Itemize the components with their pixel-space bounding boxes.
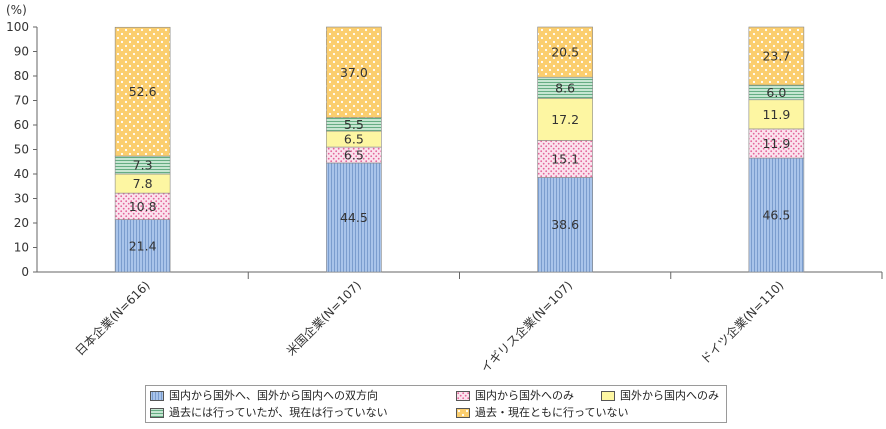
- category-labels-layer: 日本企業(N=616) 米国企業(N=107) イギリス企業(N=107) ドイツ企業…: [72, 278, 787, 376]
- value-label: 15.1: [551, 151, 579, 166]
- bar-segment-never: [326, 26, 382, 118]
- bar-segment-inbound-only: [537, 97, 593, 141]
- bar-segment-outbound-only: [537, 140, 593, 178]
- value-label: 10.8: [129, 199, 157, 214]
- bar-segment-outbound-only: [114, 192, 171, 220]
- unit-label: (%): [6, 3, 27, 17]
- legend-swatch-never: [456, 407, 470, 418]
- category-label: ドイツ企業(N=110): [697, 278, 786, 367]
- y-tick-label: 30: [14, 192, 29, 206]
- value-label: 7.8: [133, 176, 153, 191]
- value-label: 17.2: [551, 112, 579, 127]
- legend-label-never: 過去・現在ともに行っていない: [475, 406, 629, 419]
- y-tick-label: 50: [14, 143, 29, 157]
- value-label: 11.9: [762, 136, 790, 151]
- value-label: 8.6: [555, 80, 575, 95]
- legend-item-never: 過去・現在ともに行っていない: [456, 405, 628, 420]
- bar-segment-outbound-only: [748, 128, 805, 159]
- legend-swatch-inbound-only: [601, 390, 615, 401]
- value-label: 6.0: [766, 85, 786, 100]
- legend-item-bidirectional: 国内から国外へ、国外から国内への双方向: [150, 388, 378, 403]
- legend-label-bidirectional: 国内から国外へ、国外から国内への双方向: [169, 389, 378, 402]
- value-label: 6.5: [344, 148, 364, 163]
- y-tick-label: 20: [14, 216, 29, 230]
- value-label: 37.0: [340, 65, 368, 80]
- y-tick-label: 0: [21, 265, 29, 279]
- legend-label-past-only: 過去には行っていたが、現在は行っていない: [169, 406, 388, 419]
- bar-segment-inbound-only: [748, 99, 805, 130]
- value-label: 11.9: [762, 107, 790, 122]
- value-label: 7.3: [133, 158, 153, 173]
- legend-item-outbound-only: 国内から国外へのみ: [456, 388, 574, 403]
- y-tick-label: 40: [14, 167, 29, 181]
- bar-segment-never: [537, 26, 593, 78]
- y-tick-label: 70: [14, 94, 29, 108]
- category-label: イギリス企業(N=107): [477, 278, 575, 376]
- value-labels-layer: 21.410.87.87.352.644.56.56.55.537.038.61…: [129, 45, 791, 254]
- y-tick-label: 80: [14, 69, 29, 83]
- value-label: 5.5: [344, 117, 364, 132]
- value-label: 52.6: [129, 84, 157, 99]
- value-label: 44.5: [340, 210, 368, 225]
- y-tick-label: 90: [14, 45, 29, 59]
- axis-layer: 0 10 20 30 40 50 60 70 80 90 100: [6, 20, 883, 279]
- value-label: 38.6: [551, 217, 579, 232]
- legend-swatch-bidirectional: [150, 390, 164, 401]
- legend-label-outbound-only: 国内から国外へのみ: [475, 389, 574, 402]
- legend-item-inbound-only: 国外から国内へのみ: [601, 388, 719, 403]
- legend-item-past-only: 過去には行っていたが、現在は行っていない: [150, 405, 388, 420]
- y-tick-label: 10: [14, 241, 29, 255]
- bar-segment-never: [748, 26, 805, 86]
- bars-layer: [114, 26, 805, 273]
- value-label: 46.5: [762, 208, 790, 223]
- value-label: 6.5: [344, 132, 364, 147]
- value-label: 20.5: [551, 45, 579, 60]
- legend-swatch-past-only: [150, 407, 164, 418]
- category-label: 米国企業(N=107): [283, 278, 364, 359]
- value-label: 23.7: [762, 49, 790, 64]
- y-tick-label: 60: [14, 118, 29, 132]
- legend-label-inbound-only: 国外から国内へのみ: [620, 389, 719, 402]
- category-label: 日本企業(N=616): [72, 278, 153, 359]
- bar-segment-never: [114, 26, 171, 157]
- legend-swatch-outbound-only: [456, 390, 470, 401]
- legend: 国内から国外へ、国外から国内への双方向 国内から国外へのみ 国外から国内へのみ …: [145, 385, 727, 423]
- value-label: 21.4: [129, 238, 157, 253]
- bar-segment-bidirectional: [326, 162, 382, 273]
- y-tick-label: 100: [6, 20, 29, 34]
